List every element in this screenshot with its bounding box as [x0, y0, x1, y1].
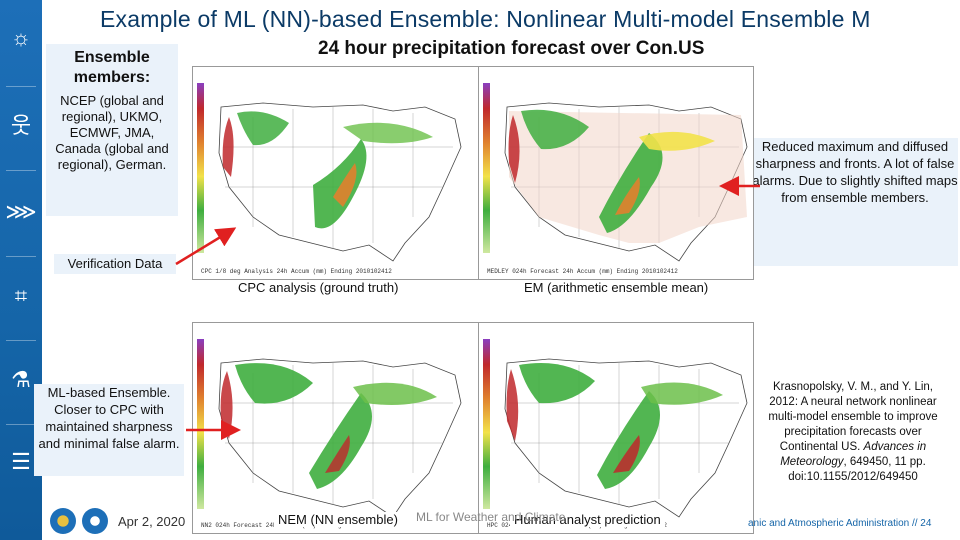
- map-ensemble-mean: MEDLEY 024h Forecast 24h Accum (mm) Endi…: [478, 66, 754, 280]
- ml-ensemble-note: ML-based Ensemble. Closer to CPC with ma…: [34, 384, 184, 476]
- slide-title: Example of ML (NN)-based Ensemble: Nonli…: [100, 6, 871, 32]
- footer-presentation-title: ML for Weather and Climate: [416, 510, 566, 524]
- map-nn-ensemble: NN2 024h Forecast 24h Accum (mm) Ending …: [192, 322, 480, 534]
- ensemble-members-title: Ensemble members:: [73, 49, 151, 86]
- sidebar: ☼ 웃 ⋙ ⌗ ⚗ ☰: [0, 0, 42, 540]
- footer-date: Apr 2, 2020: [118, 514, 186, 529]
- sidebar-divider: [6, 340, 36, 341]
- verification-data-label: Verification Data: [54, 254, 176, 274]
- ensemble-members-list: NCEP (global and regional), UKMO, ECMWF,…: [55, 93, 169, 172]
- person-icon: 웃: [10, 113, 32, 138]
- noaa-logo-icon: [82, 508, 108, 534]
- arrow-to-cpc-map: [175, 227, 237, 266]
- fish-icon: ⋙: [5, 199, 37, 224]
- reference-journal: Advances in Meteorology: [780, 441, 927, 468]
- commerce-seal-icon: [50, 508, 76, 534]
- caption-ensemble-mean: EM (arithmetic ensemble mean): [524, 280, 709, 295]
- slide-subtitle: 24 hour precipitation forecast over Con.…: [318, 38, 705, 59]
- document-icon: ☰: [11, 449, 31, 474]
- sidebar-divider: [6, 424, 36, 425]
- map-footer-text: CPC 1/8 deg Analysis 24h Accum (mm) Endi…: [201, 268, 392, 275]
- sun-cloud-icon: ☼: [10, 25, 32, 50]
- chart-icon: ⌗: [14, 283, 28, 308]
- caption-human-analyst: Human analyst prediction: [510, 512, 665, 527]
- footer-organization: anic and Atmospheric Administration // 2…: [748, 518, 932, 529]
- sidebar-divider: [6, 86, 36, 87]
- caption-nn-ensemble: NEM (NN ensemble): [274, 512, 402, 527]
- reference-authors: Krasnopolsky, V. M., and Y. Lin, 2012: A…: [768, 381, 938, 453]
- map-footer-text: MEDLEY 024h Forecast 24h Accum (mm) Endi…: [487, 268, 678, 275]
- map-cpc-analysis: CPC 1/8 deg Analysis 24h Accum (mm) Endi…: [192, 66, 480, 280]
- reference-citation: Krasnopolsky, V. M., and Y. Lin, 2012: A…: [758, 380, 948, 486]
- ensemble-members-box: Ensemble members: NCEP (global and regio…: [46, 44, 178, 216]
- caption-cpc-analysis: CPC analysis (ground truth): [238, 280, 399, 295]
- reference-details: , 649450, 11 pp. doi:10.1155/2012/649450: [788, 456, 926, 483]
- reduced-maximum-note: Reduced maximum and diffused sharpness a…: [752, 138, 958, 266]
- flask-icon: ⚗: [11, 367, 31, 392]
- sidebar-divider: [6, 256, 36, 257]
- sidebar-divider: [6, 170, 36, 171]
- map-human-analyst: HPC 024h Forecast 24h Accum (mm) Ending …: [478, 322, 754, 534]
- footer-logos: Apr 2, 2020: [50, 504, 190, 538]
